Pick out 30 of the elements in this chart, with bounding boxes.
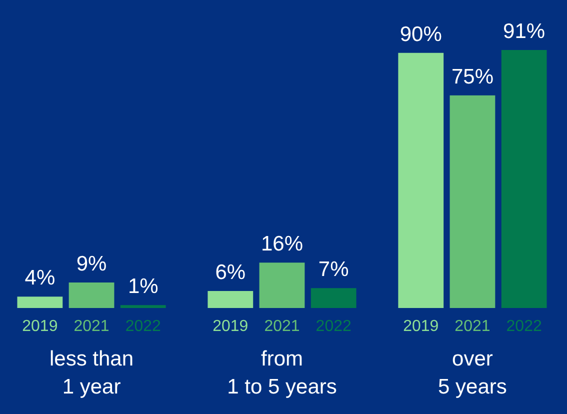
series-label: 2021 bbox=[74, 318, 110, 335]
bar bbox=[17, 296, 63, 308]
series-label: 2022 bbox=[125, 318, 162, 335]
bar bbox=[310, 288, 356, 308]
text: 2021 bbox=[454, 318, 490, 335]
data-label: 75% bbox=[451, 65, 494, 88]
data-label: 9% bbox=[76, 252, 107, 276]
data-label: 16% bbox=[260, 232, 304, 256]
x-tick-label: from 1 to 5 years bbox=[227, 348, 337, 398]
bar bbox=[68, 282, 114, 308]
series-label: 2019 bbox=[22, 318, 58, 335]
data-label: 1% bbox=[128, 275, 158, 298]
text: 2019 bbox=[403, 318, 439, 335]
data-label: 7% bbox=[318, 258, 349, 282]
text: 2019 bbox=[212, 318, 248, 335]
bar bbox=[450, 95, 496, 308]
data-label: 6% bbox=[215, 260, 246, 284]
data-label: 90% bbox=[400, 22, 442, 46]
bar bbox=[501, 50, 547, 308]
x-tick-label: less than 1 year bbox=[49, 348, 134, 398]
text: 2021 bbox=[264, 318, 300, 335]
bar bbox=[208, 290, 254, 308]
bar bbox=[120, 305, 166, 308]
x-tick-label: over 5 years bbox=[438, 348, 507, 398]
text: 2022 bbox=[316, 318, 352, 335]
bar bbox=[259, 262, 305, 308]
data-label: 91% bbox=[503, 20, 546, 43]
text: 2022 bbox=[506, 318, 542, 335]
data-label: 4% bbox=[24, 266, 56, 290]
bar bbox=[398, 52, 444, 308]
